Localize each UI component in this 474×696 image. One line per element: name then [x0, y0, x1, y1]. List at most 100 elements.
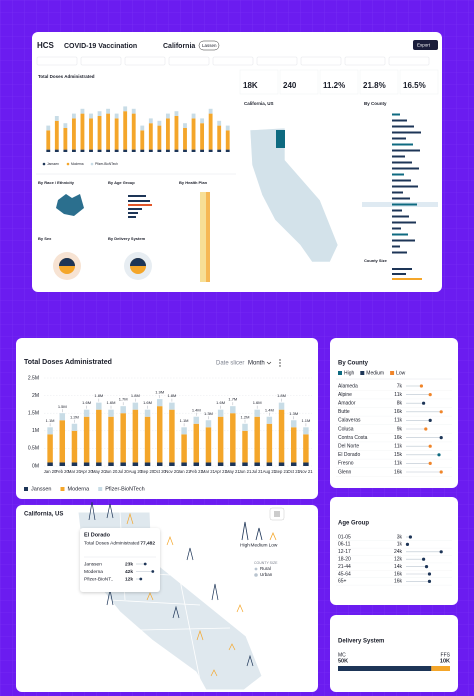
- bar-segment: [157, 120, 162, 126]
- mini-bar: [392, 173, 404, 176]
- bar-segment: [230, 462, 236, 466]
- bar-segment: [165, 149, 170, 152]
- row-label: Glenn: [338, 469, 352, 475]
- bar-segment: [225, 130, 230, 150]
- bar-segment: [169, 409, 175, 463]
- filter-box[interactable]: [124, 56, 166, 66]
- mini-map-title: California, US: [244, 101, 274, 106]
- value-label: 7k: [397, 383, 403, 389]
- tooltip-box: [80, 528, 160, 592]
- bar-segment: [132, 402, 139, 410]
- bar-segment: [63, 149, 68, 152]
- row-label: Alpine: [338, 392, 352, 398]
- row-label: 18-20: [338, 557, 351, 563]
- y-tick-label: 1M: [32, 428, 39, 434]
- tooltip-row-label: Janssen: [84, 561, 102, 567]
- mini-chart-title: Total Doses Administrated: [38, 74, 95, 79]
- bar-segment: [242, 423, 248, 431]
- legend-swatch: [360, 371, 365, 375]
- spike: [196, 629, 204, 641]
- legend-spike: [269, 531, 277, 541]
- bar-segment: [156, 399, 163, 407]
- kpi-box: [319, 69, 359, 95]
- filter-box[interactable]: [80, 56, 122, 66]
- bar-segment: [174, 116, 179, 150]
- bar-segment: [108, 462, 114, 466]
- legend-swatch: [390, 371, 395, 375]
- bar-segment: [120, 406, 126, 414]
- bar-segment: [208, 108, 213, 114]
- tooltip-row-label: Moderna: [84, 569, 103, 575]
- map-menu-icon: [274, 511, 280, 517]
- filter-box[interactable]: [388, 56, 430, 66]
- bar-segment: [217, 125, 222, 150]
- bar-segment: [80, 149, 85, 152]
- legend-swatch: [24, 487, 28, 491]
- mini-bar: [392, 251, 407, 254]
- sex-inner-top: [59, 258, 75, 266]
- mini-dashboard: HCS COVID-19 Vaccination California Lass…: [32, 32, 442, 292]
- delivery-inner-top: [130, 258, 146, 266]
- bar-segment: [181, 434, 187, 463]
- mini-legend-dot: [90, 162, 94, 166]
- bar-segment: [208, 149, 213, 152]
- mini-bar: [392, 161, 412, 164]
- export-button[interactable]: [413, 40, 438, 50]
- legend-label: Pfizer-BioNTech: [105, 487, 144, 493]
- filter-box[interactable]: [168, 56, 210, 66]
- filter-box[interactable]: [212, 56, 254, 66]
- legend-label: Low: [269, 542, 278, 548]
- kpi-value: 240: [283, 81, 297, 90]
- dot: [428, 393, 432, 397]
- x-tick-label: Jan 20: [44, 469, 57, 474]
- total-label: 1.1M: [46, 418, 55, 423]
- bar-segment: [123, 149, 128, 152]
- mini-county-bars: [362, 112, 438, 255]
- mini-age-title: By Age Group: [108, 180, 135, 185]
- more-icon[interactable]: [279, 359, 281, 367]
- mini-sex-title: By Sex: [38, 236, 52, 241]
- filter-box[interactable]: [344, 56, 386, 66]
- bar-segment: [140, 130, 145, 150]
- kpi-box: [399, 69, 439, 95]
- mini-bar: [392, 221, 416, 224]
- bar-segment: [278, 409, 285, 463]
- bar-segment: [108, 416, 114, 463]
- spike: [106, 503, 114, 519]
- bar-segment: [254, 416, 260, 463]
- bar-segment: [96, 462, 102, 466]
- bar-segment: [205, 420, 212, 428]
- bar-segment: [169, 462, 175, 466]
- bar-segment: [71, 462, 78, 466]
- bar-segment: [217, 149, 222, 152]
- bar-segment: [71, 118, 76, 150]
- filter-box[interactable]: [256, 56, 298, 66]
- tooltip-row-value: 12k: [125, 576, 133, 582]
- filter-box[interactable]: [36, 56, 78, 66]
- bar-segment: [338, 666, 432, 671]
- county-pill[interactable]: [198, 40, 220, 51]
- bar-segment: [278, 462, 285, 466]
- mini-bar: [392, 179, 411, 182]
- dot: [428, 461, 432, 465]
- filter-box[interactable]: [300, 56, 342, 66]
- slicer-value[interactable]: Month: [248, 361, 265, 367]
- mini-map-highlight: [276, 130, 285, 148]
- size-title: COUNTY SIZE: [254, 561, 278, 565]
- mini-bar: [392, 209, 402, 212]
- total-label: 1.1M: [180, 418, 189, 423]
- mini-bar: [392, 245, 400, 248]
- total-label: 1.7M: [228, 397, 237, 402]
- bar-segment: [181, 462, 187, 466]
- bar-segment: [54, 116, 59, 121]
- plan-bars: [200, 192, 210, 282]
- bar-segment: [157, 125, 162, 150]
- doses-title: Total Doses Administrated: [24, 359, 112, 366]
- tooltip-county: El Dorado: [84, 532, 111, 538]
- bar-segment: [174, 111, 179, 116]
- kpi-box: [359, 69, 399, 95]
- x-tick-label: Aug 21: [263, 469, 277, 474]
- x-tick-label: Sep 21: [275, 469, 289, 474]
- mini-bar: [392, 149, 420, 152]
